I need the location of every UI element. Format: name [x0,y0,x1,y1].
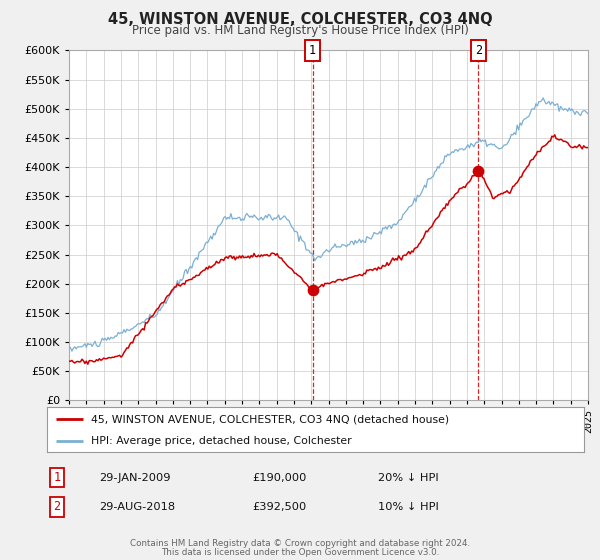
Point [308,285,317,294]
Text: 1: 1 [309,44,316,57]
Text: £190,000: £190,000 [252,473,307,483]
Text: £392,500: £392,500 [252,502,306,512]
Text: 29-AUG-2018: 29-AUG-2018 [99,502,175,512]
Text: Price paid vs. HM Land Registry's House Price Index (HPI): Price paid vs. HM Land Registry's House … [131,24,469,36]
Text: Contains HM Land Registry data © Crown copyright and database right 2024.: Contains HM Land Registry data © Crown c… [130,539,470,548]
Text: HPI: Average price, detached house, Colchester: HPI: Average price, detached house, Colc… [91,436,352,446]
Text: This data is licensed under the Open Government Licence v3.0.: This data is licensed under the Open Gov… [161,548,439,557]
Text: 29-JAN-2009: 29-JAN-2009 [99,473,170,483]
Text: 20% ↓ HPI: 20% ↓ HPI [378,473,439,483]
Text: 10% ↓ HPI: 10% ↓ HPI [378,502,439,512]
Text: 2: 2 [475,44,482,57]
Text: 45, WINSTON AVENUE, COLCHESTER, CO3 4NQ: 45, WINSTON AVENUE, COLCHESTER, CO3 4NQ [107,12,493,27]
Text: 1: 1 [53,471,61,484]
Point [473,167,483,176]
Text: 45, WINSTON AVENUE, COLCHESTER, CO3 4NQ (detached house): 45, WINSTON AVENUE, COLCHESTER, CO3 4NQ … [91,414,449,424]
Text: 2: 2 [53,500,61,514]
